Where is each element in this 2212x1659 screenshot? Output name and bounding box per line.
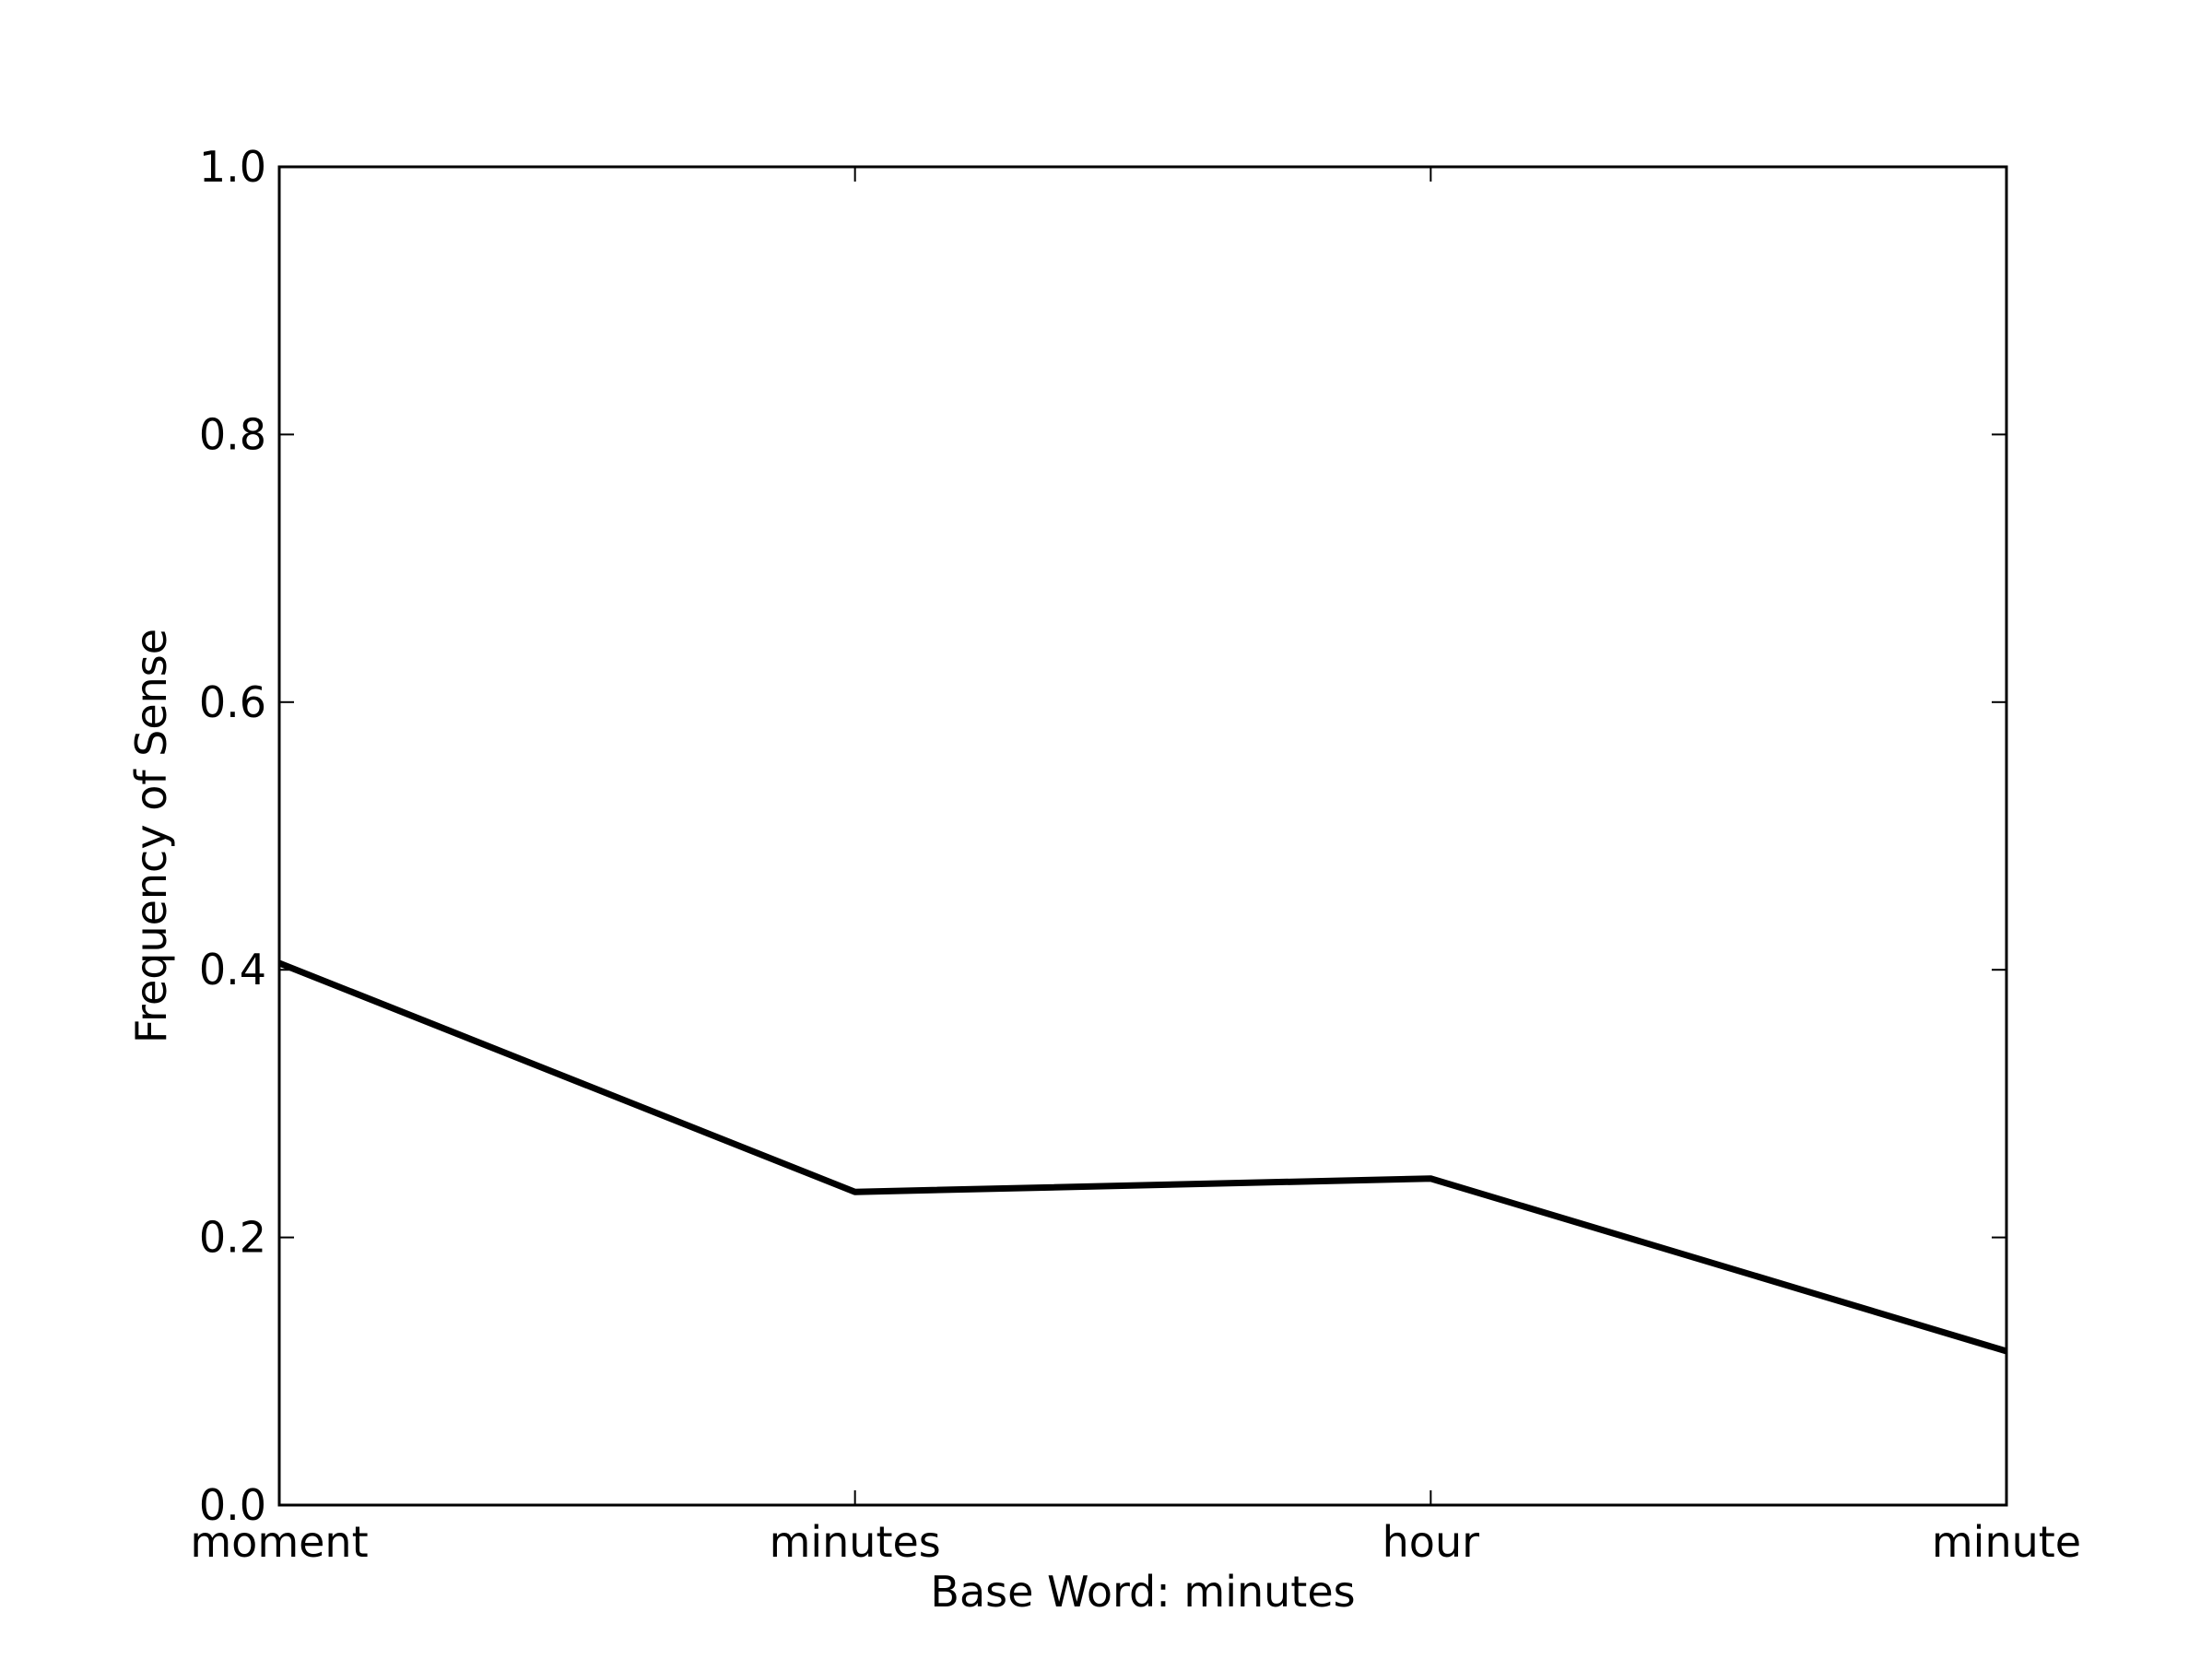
y-tick-label: 1.0 bbox=[199, 142, 266, 192]
x-tick-label: hour bbox=[1382, 1517, 1479, 1567]
x-tick-labels: moment minutes hour minute bbox=[190, 1517, 2081, 1567]
y-tick-label: 0.0 bbox=[199, 1480, 266, 1530]
y-tick-label: 0.2 bbox=[199, 1213, 266, 1263]
x-tick-label: minute bbox=[1932, 1517, 2081, 1567]
series-layer bbox=[277, 959, 2008, 1355]
y-tick-label: 0.6 bbox=[199, 677, 266, 727]
y-tick-label: 0.4 bbox=[199, 945, 266, 994]
ticks-layer bbox=[278, 166, 2007, 1506]
plot-area-frame bbox=[277, 165, 2008, 1507]
y-axis-label: Frequency of Sense bbox=[126, 629, 176, 1043]
x-tick-label: minutes bbox=[770, 1517, 941, 1567]
y-tick-labels: 0.0 0.2 0.4 0.6 0.8 1.0 bbox=[199, 142, 266, 1530]
y-tick-label: 0.8 bbox=[199, 409, 266, 459]
x-tick-label: moment bbox=[190, 1517, 368, 1567]
x-axis-label: Base Word: minutes bbox=[930, 1567, 1355, 1617]
series-line bbox=[277, 959, 2008, 1355]
